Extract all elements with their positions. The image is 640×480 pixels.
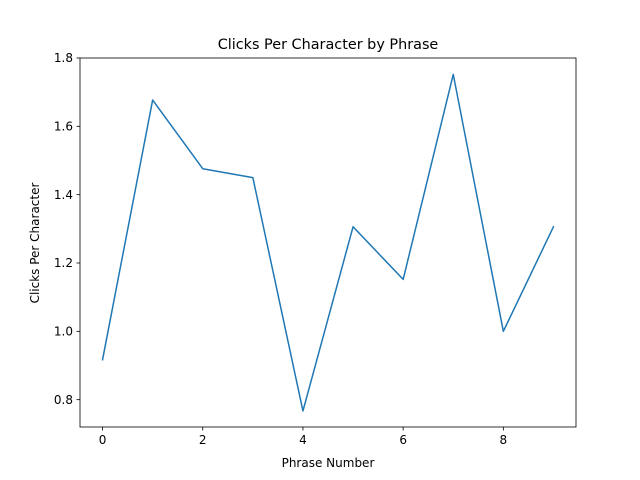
x-tick-label: 0 xyxy=(99,433,107,447)
y-tick-label: 1.0 xyxy=(54,325,73,339)
y-axis-label: Clicks Per Character xyxy=(28,183,42,304)
y-tick-label: 1.2 xyxy=(54,256,73,270)
y-tick-label: 1.4 xyxy=(54,188,73,202)
y-tick-label: 1.8 xyxy=(54,51,73,65)
x-tick-label: 4 xyxy=(299,433,307,447)
x-axis-label: Phrase Number xyxy=(282,456,375,470)
plot-area: 0 2 4 6 8 0.8 1.0 1.2 1.4 1.6 1.8 xyxy=(54,51,577,447)
x-tick-label: 2 xyxy=(199,433,207,447)
series-line-0 xyxy=(101,73,555,412)
x-tick-label: 6 xyxy=(399,433,407,447)
chart-title: Clicks Per Character by Phrase xyxy=(218,37,439,53)
x-tick-label: 8 xyxy=(500,433,508,447)
axes-frame xyxy=(79,57,577,428)
y-tick-label: 1.6 xyxy=(54,120,73,134)
y-tick-label: 0.8 xyxy=(54,393,73,407)
